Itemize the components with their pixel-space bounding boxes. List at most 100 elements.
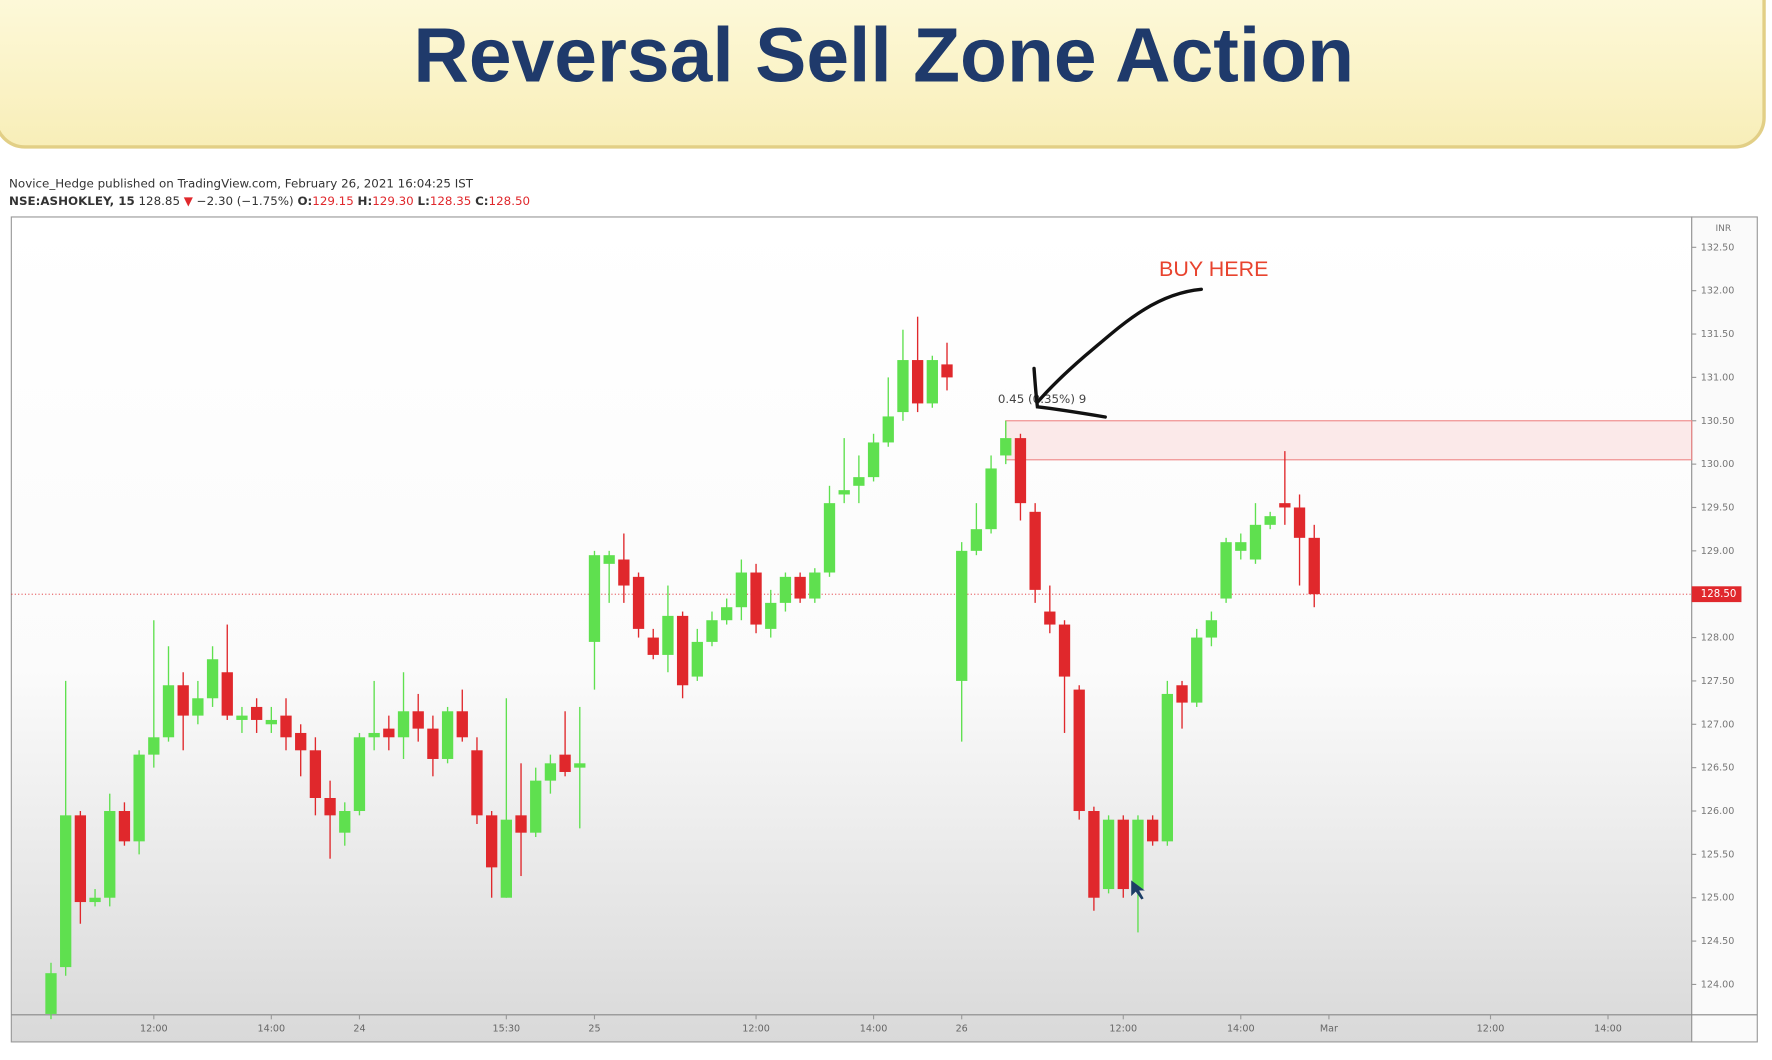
candle-body <box>280 715 292 738</box>
candle-body <box>368 732 380 738</box>
candle-body <box>1235 542 1247 551</box>
sell-zone <box>1005 420 1693 461</box>
ohlc-label: O: <box>297 194 312 208</box>
candle-body <box>1205 620 1218 638</box>
candle-body <box>1191 637 1203 703</box>
candle-body <box>104 811 116 898</box>
x-tick-label: 15:30 <box>493 1023 521 1034</box>
candle-body <box>750 572 762 625</box>
candle-body <box>265 719 277 725</box>
y-tick-label: 130.00 <box>1701 459 1735 470</box>
candle-body <box>691 641 703 677</box>
prev: 128.85 <box>139 194 180 208</box>
y-tick-label: 126.00 <box>1701 806 1735 817</box>
candle-body <box>1088 811 1100 898</box>
x-tick-label: 24 <box>353 1023 365 1034</box>
candle-body <box>941 364 953 378</box>
candle-body <box>427 728 439 759</box>
candle-body <box>515 815 527 833</box>
candle-body <box>250 706 263 720</box>
change: −2.30 (−1.75%) <box>197 194 294 208</box>
candle-body <box>530 780 542 833</box>
candle-body <box>618 559 630 586</box>
candle-body <box>985 468 997 530</box>
y-tick-label: 124.50 <box>1701 936 1735 947</box>
symbol-line: NSE:ASHOKLEY, 15 128.85 ▼ −2.30 (−1.75%)… <box>9 194 530 208</box>
x-tick-label: 12:00 <box>1109 1023 1137 1034</box>
candle-body <box>970 529 983 551</box>
cursor <box>1131 880 1145 900</box>
candle-body <box>1293 507 1306 538</box>
candle-body <box>823 503 836 573</box>
candle-body <box>45 973 57 1014</box>
candle-body <box>1029 511 1041 590</box>
ohlc-label: L: <box>418 194 430 208</box>
y-tick-label: 132.50 <box>1701 242 1735 253</box>
x-tick-label: 12:00 <box>140 1023 168 1034</box>
ohlc-label: H: <box>358 194 373 208</box>
x-tick-label: 12:00 <box>742 1023 770 1034</box>
last-price-tag <box>1691 586 1742 603</box>
y-tick-label: 128.00 <box>1701 633 1735 644</box>
last-price-label: 128.50 <box>1701 589 1737 600</box>
annotation: BUY HERE <box>1159 257 1268 281</box>
candle-body <box>412 711 424 729</box>
candle-body <box>60 815 72 968</box>
candle-body <box>383 728 395 738</box>
candle-body <box>956 550 968 681</box>
candle-body <box>676 615 689 686</box>
candle-body <box>133 754 145 842</box>
candle-body <box>1220 542 1232 599</box>
candle-body <box>603 555 615 564</box>
y-tick-label: 125.50 <box>1701 849 1735 860</box>
candle-body <box>838 490 850 495</box>
candle-body <box>456 711 468 738</box>
candle-body <box>471 750 483 816</box>
candle-body <box>897 360 909 413</box>
candle-body <box>441 711 454 759</box>
ohlc-value: 129.30 <box>372 194 414 208</box>
candle-body <box>221 672 233 716</box>
candle-body <box>1014 438 1027 504</box>
candle-body <box>882 416 894 443</box>
x-tick-label: 14:00 <box>860 1023 888 1034</box>
plot-area <box>10 216 1693 1043</box>
candle-body <box>1117 819 1129 890</box>
candle-body <box>339 811 351 833</box>
x-tick-label: 14:00 <box>1227 1023 1255 1034</box>
candle-body <box>559 754 571 772</box>
x-tick-label: 14:00 <box>257 1023 285 1034</box>
publisher: Novice_Hedge published on TradingView.co… <box>9 177 474 191</box>
price-axis <box>1691 216 1758 1043</box>
x-tick-label: 25 <box>588 1023 600 1034</box>
candle-body <box>1161 693 1173 842</box>
candle-body <box>588 555 601 642</box>
candle-body <box>911 360 924 404</box>
candle-body <box>1132 819 1144 890</box>
y-tick-label: 130.50 <box>1701 416 1735 427</box>
candle-body <box>1176 685 1188 703</box>
slide-title: Reversal Sell Zone Action <box>413 12 1354 98</box>
hand-arrow <box>1032 287 1203 419</box>
ohlc-value: 129.15 <box>312 194 354 208</box>
candle-body <box>662 615 674 655</box>
candle-body <box>721 607 733 621</box>
candle-body <box>206 659 219 699</box>
candle-body <box>765 602 777 629</box>
candle-body <box>735 572 748 608</box>
candle-body <box>1279 503 1291 508</box>
symbol: NSE:ASHOKLEY, 15 <box>9 194 135 208</box>
candle-body <box>324 797 336 816</box>
y-tick-label: 131.50 <box>1701 329 1735 340</box>
x-tick-label: 12:00 <box>1477 1023 1505 1034</box>
title-banner <box>0 0 1766 149</box>
candle-body <box>500 819 512 898</box>
candle-body <box>89 897 101 903</box>
y-tick-label: 124.00 <box>1701 979 1735 990</box>
candle-body <box>794 576 806 599</box>
candle-body <box>867 442 880 478</box>
ohlc-value: 128.35 <box>430 194 471 208</box>
candle-body <box>1249 524 1262 560</box>
candle-body <box>809 572 821 599</box>
